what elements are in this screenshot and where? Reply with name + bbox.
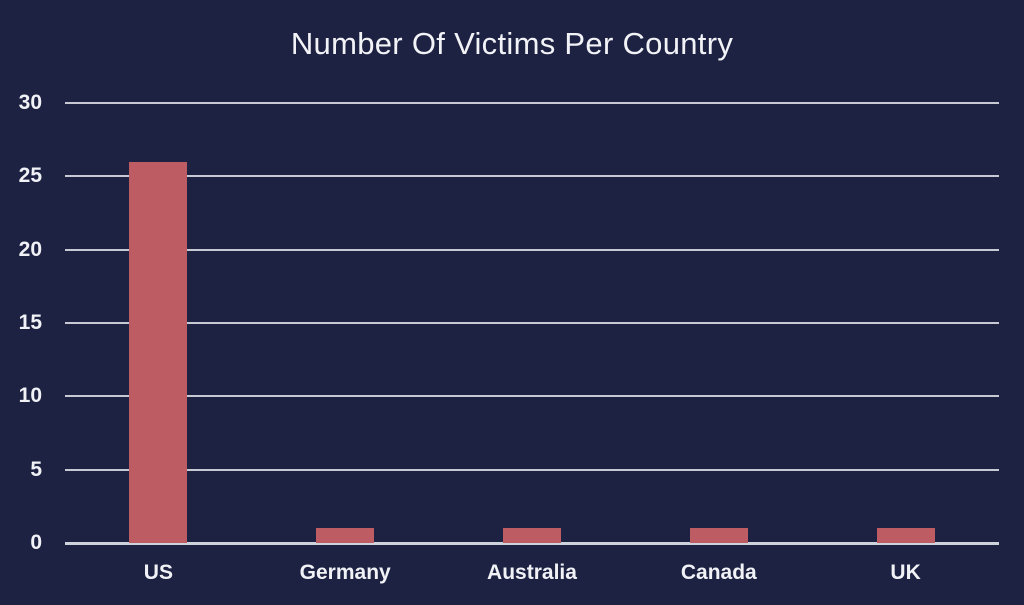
- bar-germany: [316, 528, 375, 543]
- y-tick-label-25: 25: [18, 164, 42, 188]
- gridline-y-5: [65, 468, 999, 471]
- y-tick-label-5: 5: [30, 457, 42, 481]
- y-tick-label-30: 30: [18, 91, 42, 114]
- gridline-y-25: [65, 175, 999, 178]
- gridline-y-10: [65, 395, 999, 398]
- bar-us: [129, 161, 188, 543]
- y-tick-label-15: 15: [18, 311, 42, 334]
- gridline-y-15: [65, 322, 999, 324]
- x-tick-label-canada: Canada: [680, 561, 757, 584]
- y-tick-label-10: 10: [18, 384, 42, 408]
- bar-canada: [689, 528, 748, 543]
- y-tick-label-20: 20: [18, 237, 42, 261]
- bar-australia: [503, 528, 561, 543]
- gridline-y-30: [65, 102, 999, 104]
- x-tick-label-us: US: [143, 561, 173, 584]
- bar-uk: [876, 528, 935, 543]
- y-tick-label-0: 0: [30, 531, 42, 554]
- gridline-y-20: [65, 248, 999, 251]
- chart-title: Number Of Victims Per Country: [290, 26, 734, 61]
- x-tick-label-australia: Australia: [487, 561, 577, 584]
- x-tick-label-germany: Germany: [299, 561, 391, 584]
- x-tick-label-uk: UK: [890, 561, 921, 584]
- x-axis-line: [65, 542, 999, 545]
